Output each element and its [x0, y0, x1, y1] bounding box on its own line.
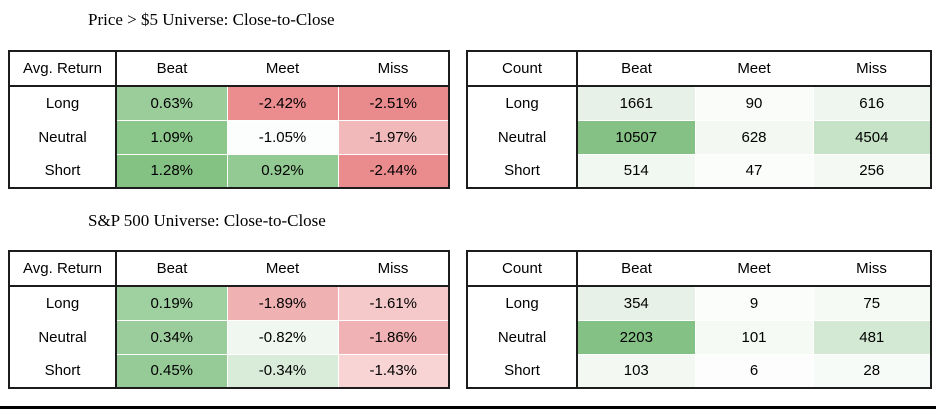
heatmap-cell: -1.43%	[337, 353, 450, 389]
heatmap-cell: 0.34%	[115, 319, 228, 355]
heatmap-cell: 4504	[812, 119, 932, 155]
heatmap-cell: 2203	[576, 319, 696, 355]
heatmap-cell: 616	[812, 85, 932, 121]
table-row-long: Long 1661 90 616	[467, 85, 932, 121]
column-header-beat: Beat	[577, 51, 695, 87]
table-row-long: Long 0.19% -1.89% -1.61%	[9, 285, 450, 321]
heatmap-cell: -2.44%	[337, 153, 450, 189]
heatmap-cell: 1.09%	[115, 119, 228, 155]
heatmap-cell: 75	[812, 285, 932, 321]
column-header-miss: Miss	[338, 51, 449, 87]
table-row-neutral: Neutral 0.34% -0.82% -1.86%	[9, 319, 450, 355]
heatmap-cell: 10507	[576, 119, 696, 155]
section-title-price-gt-5: Price > $5 Universe: Close-to-Close	[88, 10, 335, 29]
header-row: Avg. Return Beat Meet Miss	[9, 251, 449, 287]
heatmap-cell: 514	[576, 153, 696, 189]
heatmap-cell: -0.82%	[226, 319, 339, 355]
row-label-long: Long	[467, 86, 578, 120]
table-row-long: Long 0.63% -2.42% -2.51%	[9, 85, 450, 121]
row-label-neutral: Neutral	[467, 320, 578, 354]
column-header-meet: Meet	[227, 251, 338, 287]
header-row: Count Beat Meet Miss	[467, 251, 931, 287]
corner-header-avg-return: Avg. Return	[9, 51, 117, 87]
section-title-sp500: S&P 500 Universe: Close-to-Close	[88, 211, 326, 230]
table-row-short: Short 0.45% -0.34% -1.43%	[9, 353, 450, 389]
heatmap-cell: -2.51%	[337, 85, 450, 121]
table-row-neutral: Neutral 10507 628 4504	[467, 119, 932, 155]
heatmap-cell: 354	[576, 285, 696, 321]
table-row-neutral: Neutral 2203 101 481	[467, 319, 932, 355]
heatmap-cell: -1.05%	[226, 119, 339, 155]
row-label-short: Short	[467, 354, 578, 388]
horizontal-divider	[0, 406, 936, 409]
heatmap-cell: 9	[694, 285, 814, 321]
heatmap-cell: -1.89%	[226, 285, 339, 321]
heatmap-cell: -1.97%	[337, 119, 450, 155]
heatmap-cell: 28	[812, 353, 932, 389]
column-header-beat: Beat	[577, 251, 695, 287]
heatmap-cell: -1.86%	[337, 319, 450, 355]
row-label-neutral: Neutral	[9, 320, 117, 354]
row-label-neutral: Neutral	[9, 120, 117, 154]
heatmap-cell: -0.34%	[226, 353, 339, 389]
table-row-short: Short 103 6 28	[467, 353, 932, 389]
table-row-long: Long 354 9 75	[467, 285, 932, 321]
count-table-sp500: Count Beat Meet Miss Long 354 9 75 Neutr…	[466, 250, 932, 389]
row-label-neutral: Neutral	[467, 120, 578, 154]
heatmap-cell: 0.92%	[226, 153, 339, 189]
header-row: Avg. Return Beat Meet Miss	[9, 51, 449, 87]
corner-header-avg-return: Avg. Return	[9, 251, 117, 287]
heatmap-cell: 481	[812, 319, 932, 355]
column-header-meet: Meet	[227, 51, 338, 87]
row-label-long: Long	[9, 286, 117, 320]
heatmap-cell: 256	[812, 153, 932, 189]
table-row-short: Short 514 47 256	[467, 153, 932, 189]
column-header-beat: Beat	[116, 51, 227, 87]
heatmap-cell: 101	[694, 319, 814, 355]
column-header-miss: Miss	[338, 251, 449, 287]
column-header-meet: Meet	[695, 251, 813, 287]
row-label-long: Long	[467, 286, 578, 320]
heatmap-cell: 103	[576, 353, 696, 389]
table-row-short: Short 1.28% 0.92% -2.44%	[9, 153, 450, 189]
heatmap-cell: 6	[694, 353, 814, 389]
heatmap-cell: -2.42%	[226, 85, 339, 121]
count-table-price-gt-5: Count Beat Meet Miss Long 1661 90 616 Ne…	[466, 50, 932, 189]
column-header-meet: Meet	[695, 51, 813, 87]
table-row-neutral: Neutral 1.09% -1.05% -1.97%	[9, 119, 450, 155]
corner-header-count: Count	[467, 51, 578, 87]
row-label-short: Short	[9, 354, 117, 388]
header-row: Count Beat Meet Miss	[467, 51, 931, 87]
heatmap-cell: 47	[694, 153, 814, 189]
column-header-beat: Beat	[116, 251, 227, 287]
heatmap-cell: 0.63%	[115, 85, 228, 121]
heatmap-cell: -1.61%	[337, 285, 450, 321]
column-header-miss: Miss	[813, 251, 931, 287]
column-header-miss: Miss	[813, 51, 931, 87]
heatmap-cell: 628	[694, 119, 814, 155]
row-label-short: Short	[467, 154, 578, 188]
heatmap-cell: 0.45%	[115, 353, 228, 389]
heatmap-cell: 0.19%	[115, 285, 228, 321]
heatmap-cell: 90	[694, 85, 814, 121]
row-label-long: Long	[9, 86, 117, 120]
heatmap-cell: 1661	[576, 85, 696, 121]
corner-header-count: Count	[467, 251, 578, 287]
avg-return-table-sp500: Avg. Return Beat Meet Miss Long 0.19% -1…	[8, 250, 450, 389]
heatmap-cell: 1.28%	[115, 153, 228, 189]
avg-return-table-price-gt-5: Avg. Return Beat Meet Miss Long 0.63% -2…	[8, 50, 450, 189]
row-label-short: Short	[9, 154, 117, 188]
